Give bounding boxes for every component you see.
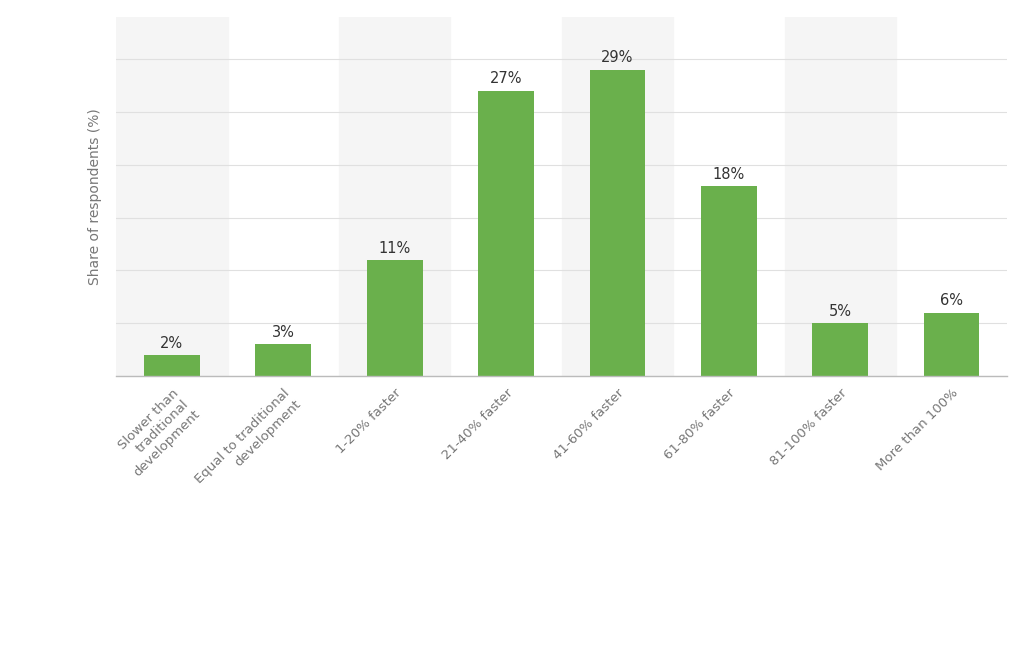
Text: 2%: 2%: [161, 336, 183, 351]
Bar: [478, 91, 534, 376]
Text: 6%: 6%: [940, 293, 964, 309]
Y-axis label: Share of respondents (%): Share of respondents (%): [88, 108, 102, 285]
Bar: [117, 16, 227, 376]
Text: 18%: 18%: [713, 166, 745, 182]
Text: 3%: 3%: [272, 325, 295, 340]
Text: 11%: 11%: [379, 241, 411, 255]
Bar: [255, 344, 311, 376]
Bar: [701, 186, 757, 376]
Bar: [144, 355, 200, 376]
Bar: [784, 16, 896, 376]
Bar: [812, 323, 868, 376]
Text: 27%: 27%: [489, 72, 522, 86]
Bar: [562, 16, 673, 376]
Bar: [367, 260, 423, 376]
Bar: [339, 16, 451, 376]
Bar: [590, 70, 645, 376]
Bar: [924, 313, 980, 376]
Text: 29%: 29%: [601, 50, 634, 65]
Text: 5%: 5%: [828, 304, 852, 319]
